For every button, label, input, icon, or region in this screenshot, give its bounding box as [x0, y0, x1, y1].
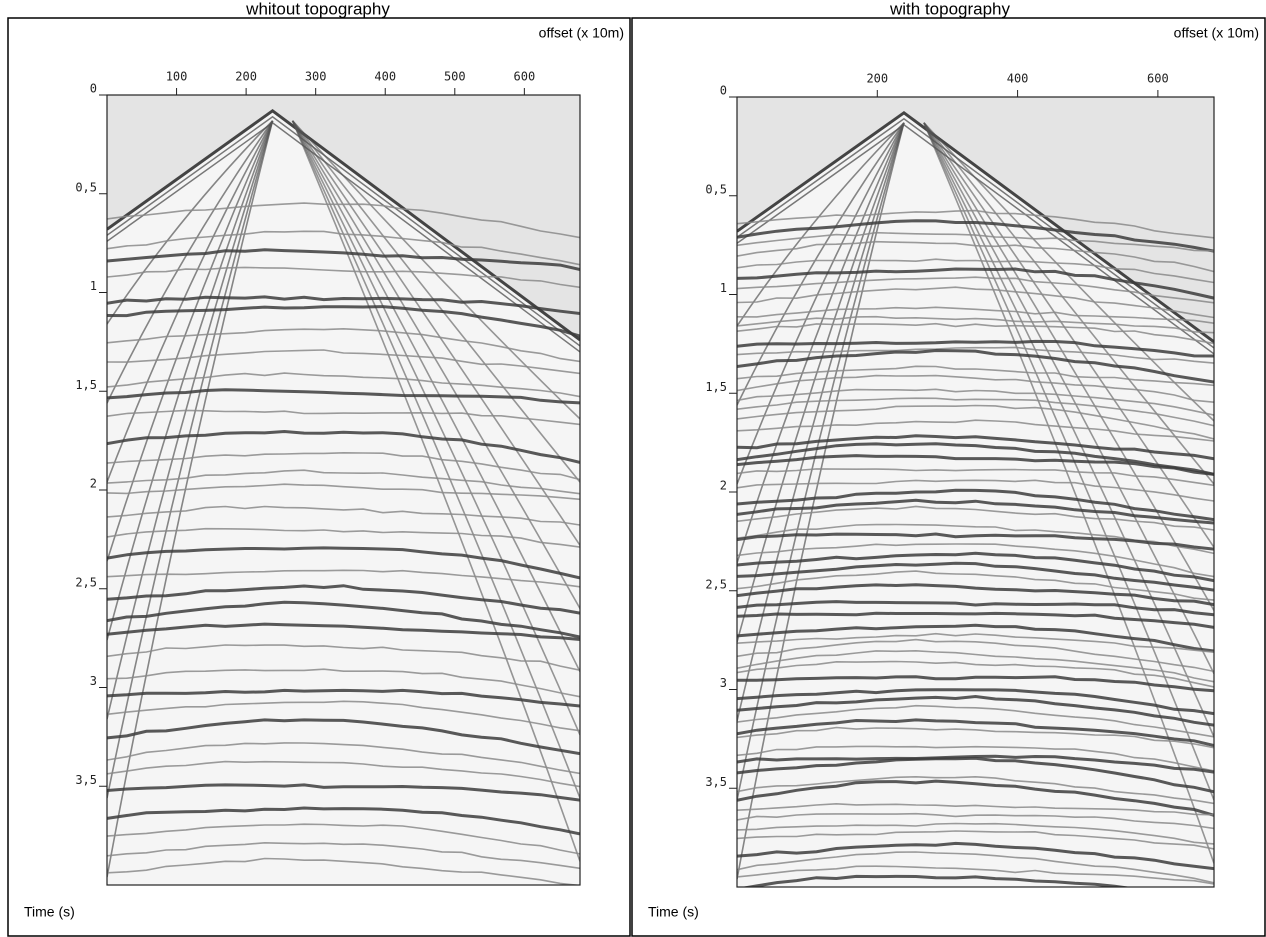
y-axis-label: Time (s)	[24, 904, 75, 920]
y-tick-label: 3,5	[705, 775, 727, 789]
seismic-image	[737, 97, 1214, 907]
x-tick-label: 600	[1147, 72, 1169, 86]
y-tick-label: 0	[720, 84, 727, 98]
x-tick-label: 400	[374, 70, 396, 84]
y-axis-label: Time (s)	[648, 904, 699, 920]
y-tick-label: 2,5	[705, 577, 727, 591]
x-tick-label: 200	[235, 70, 257, 84]
y-tick-label: 2,5	[75, 575, 97, 589]
x-tick-label: 400	[1007, 72, 1029, 86]
y-tick-label: 1,5	[75, 378, 97, 392]
x-tick-label: 100	[166, 70, 188, 84]
x-axis-label: offset (x 10m)	[539, 25, 624, 41]
y-tick-label: 0	[90, 82, 97, 96]
panel-title: whitout topography	[245, 0, 390, 18]
y-tick-label: 0,5	[705, 182, 727, 196]
y-tick-label: 3	[90, 674, 97, 688]
x-tick-label: 600	[514, 70, 536, 84]
x-tick-label: 300	[305, 70, 327, 84]
y-tick-label: 3	[720, 676, 727, 690]
y-tick-label: 1	[720, 281, 727, 295]
y-tick-label: 1	[90, 279, 97, 293]
y-tick-label: 2	[720, 479, 727, 493]
y-tick-label: 1,5	[705, 380, 727, 394]
panel-title: with topography	[889, 0, 1011, 18]
figure: whitout topography 100 200 300 400 500 600 0 0,5…	[0, 0, 1266, 937]
x-tick-label: 500	[444, 70, 466, 84]
x-axis-label: offset (x 10m)	[1174, 25, 1259, 41]
y-tick-label: 2	[90, 477, 97, 491]
y-tick-label: 3,5	[75, 773, 97, 787]
seismic-image	[107, 95, 580, 886]
y-tick-label: 0,5	[75, 180, 97, 194]
x-tick-label: 200	[866, 72, 888, 86]
